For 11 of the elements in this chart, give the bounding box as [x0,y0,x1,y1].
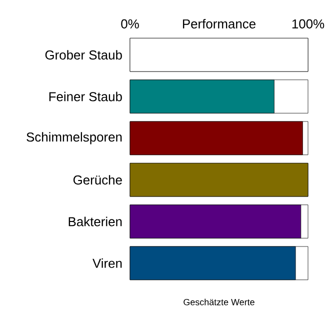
x-axis-title: Performance [182,18,256,28]
y-tick-label: Viren [92,258,122,268]
x-tick-label: 100% [292,19,324,28]
x-tick-label: 0% [121,19,139,28]
text: Geschätzte Werte [184,298,254,306]
y-tick-label: Schimmelsporen [26,132,122,144]
y-tick-label: Grober Staub [45,50,122,60]
bar [130,38,308,72]
y-tick-label: Bakterien [68,216,122,226]
y-tick-label: Gerüche [73,175,122,185]
y-tick-label: Feiner Staub [49,92,122,102]
